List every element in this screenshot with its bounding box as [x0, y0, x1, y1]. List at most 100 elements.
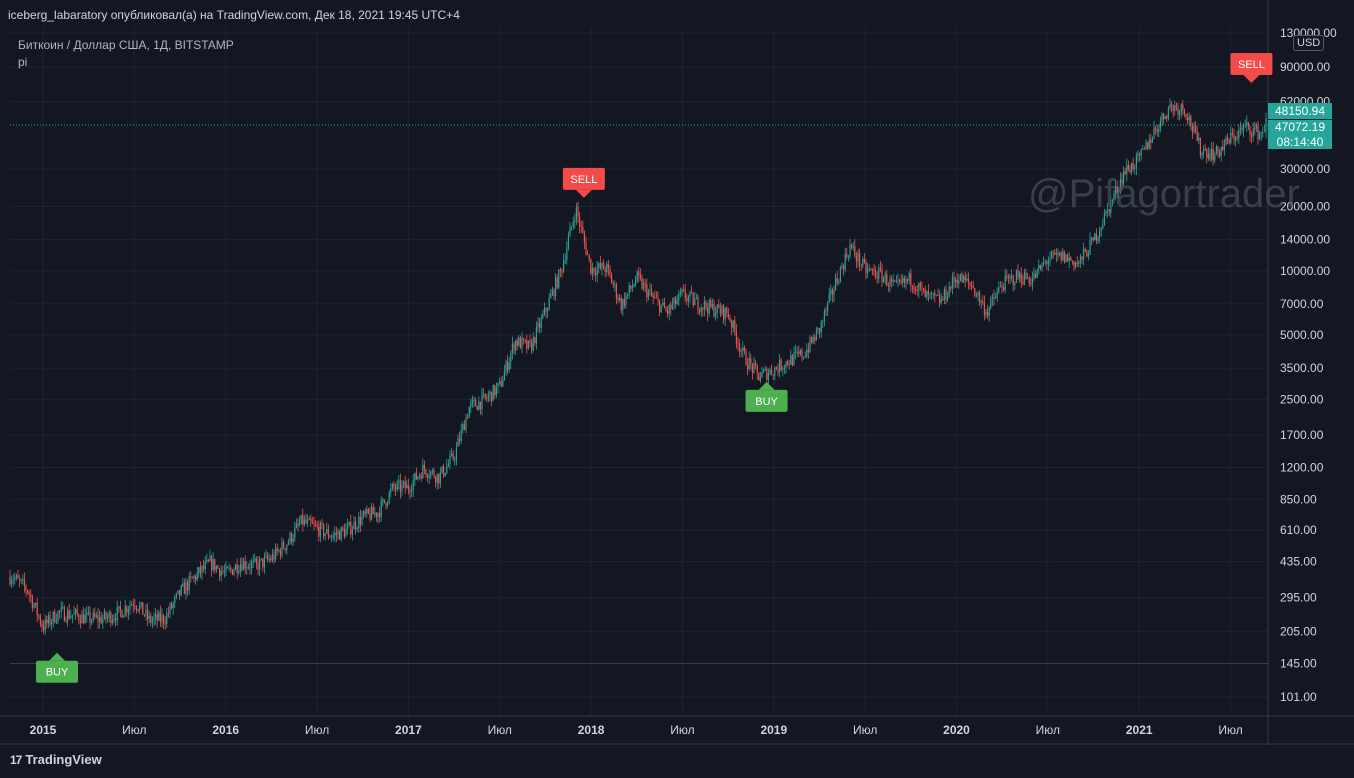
candle-body: [364, 511, 366, 514]
candle-body: [1255, 125, 1257, 129]
candle-body: [388, 492, 390, 503]
candle-body: [148, 615, 150, 620]
candle-body: [1215, 146, 1217, 155]
tradingview-logo-icon: 17: [10, 752, 22, 767]
x-tick-label: 2019: [760, 723, 787, 737]
candle-body: [398, 480, 400, 483]
candle-body: [671, 304, 673, 309]
candle-body: [539, 323, 541, 328]
candle-body: [353, 521, 355, 530]
candle-body: [246, 567, 248, 569]
candle-body: [878, 267, 880, 279]
candle-body: [1239, 128, 1241, 131]
candle-body: [1105, 210, 1107, 214]
candle-body: [619, 297, 621, 301]
candle-body: [1100, 228, 1102, 231]
candle-body: [503, 371, 505, 381]
candle-body: [1225, 137, 1227, 144]
candle-body: [899, 279, 901, 281]
candle-body: [876, 277, 878, 279]
candle-body: [1220, 146, 1222, 157]
candle-body: [449, 455, 451, 465]
candle-body: [831, 289, 833, 295]
candle-body: [420, 475, 422, 479]
candle-body: [86, 612, 88, 615]
candle-body: [678, 293, 680, 301]
candle-body: [78, 614, 80, 621]
candle-body: [739, 344, 741, 352]
candle-body: [940, 298, 942, 304]
candle-body: [270, 558, 272, 561]
candle-body: [1135, 155, 1137, 169]
candle-body: [369, 513, 371, 520]
candle-body: [1123, 171, 1125, 184]
candle-body: [287, 542, 289, 545]
candle-body: [492, 385, 494, 402]
candle-body: [1207, 153, 1209, 159]
candle-body: [1254, 128, 1256, 130]
candle-body: [1214, 154, 1216, 161]
candle-body: [798, 351, 800, 354]
candle-body: [575, 206, 577, 221]
candle-body: [1219, 151, 1221, 157]
candle-body: [854, 246, 856, 256]
candle-body: [500, 381, 502, 387]
candle-body: [1031, 278, 1033, 285]
candle-body: [59, 611, 61, 612]
candle-body: [1204, 149, 1206, 151]
candle-body: [523, 337, 525, 341]
signal-sell-marker: [1230, 52, 1273, 75]
candle-body: [1059, 252, 1061, 255]
candle-body: [611, 274, 613, 284]
candle-body: [827, 301, 829, 311]
y-tick-label: 610.00: [1280, 523, 1317, 537]
candle-body: [1036, 269, 1038, 278]
y-tick-label: 90000.00: [1280, 60, 1330, 74]
candle-body: [1243, 126, 1245, 130]
candle-body: [1148, 139, 1150, 149]
y-tick-label: 850.00: [1280, 492, 1317, 506]
tradingview-footer[interactable]: 17 TradingView: [10, 752, 102, 767]
candle-body: [1060, 252, 1062, 261]
candle-body: [571, 226, 573, 228]
candle-body: [849, 244, 851, 257]
candle-body: [558, 269, 560, 288]
candle-body: [785, 361, 787, 368]
candle-body: [943, 289, 945, 300]
candle-body: [633, 284, 635, 287]
candle-body: [414, 472, 416, 481]
candle-body: [67, 610, 69, 622]
candle-body: [351, 529, 353, 535]
candle-body: [297, 523, 299, 526]
candle-body: [628, 285, 630, 294]
candle-body: [713, 304, 715, 317]
candle-body: [694, 298, 696, 306]
candle-body: [894, 280, 896, 282]
candle-body: [755, 363, 757, 366]
candle-body: [406, 484, 408, 489]
signal-sell-marker: [562, 167, 605, 190]
candle-body: [1236, 137, 1238, 139]
candle-body: [655, 297, 657, 299]
currency-button[interactable]: USD: [1293, 35, 1325, 51]
x-tick-label: 2021: [1126, 723, 1153, 737]
candle-body: [289, 533, 291, 543]
indicator-label[interactable]: pi: [18, 55, 28, 69]
candle-body: [249, 566, 251, 569]
x-tick-label: Июл: [305, 723, 329, 737]
candle-body: [163, 615, 165, 624]
signal-buy-marker: [745, 389, 788, 412]
candle-body: [881, 269, 883, 282]
symbol-title[interactable]: Биткоин / Доллар США, 1Д, BITSTAMP: [18, 38, 234, 52]
candle-body: [295, 523, 297, 528]
candle-body: [212, 559, 214, 570]
candle-body: [343, 529, 345, 537]
candle-body: [279, 549, 281, 556]
signal-buy-marker: [36, 660, 78, 683]
signal-label: SELL: [1238, 59, 1265, 71]
candle-body: [1039, 265, 1041, 270]
candle-body: [771, 369, 773, 375]
candle-body: [491, 391, 493, 402]
